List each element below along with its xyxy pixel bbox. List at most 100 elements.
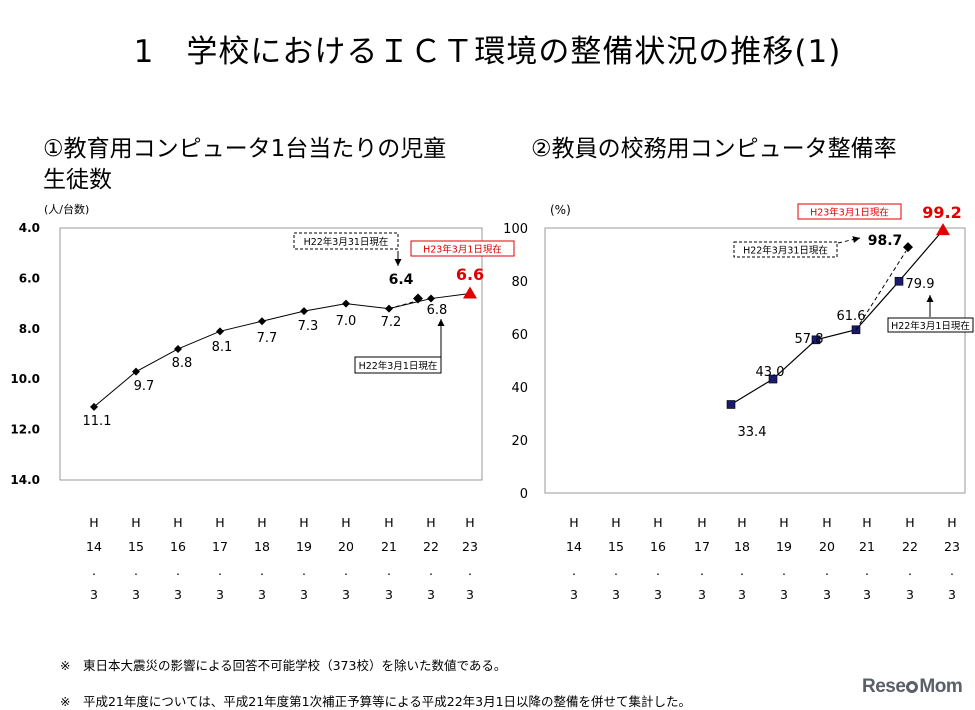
chart2-y-tick-label: 40 xyxy=(511,381,528,396)
chart1-data-point xyxy=(342,299,350,308)
chart2-title: ②教員の校務用コンピュータ整備率 xyxy=(531,136,897,162)
chart1-data-label-latest: 6.6 xyxy=(456,265,484,284)
chart2-data-label: 33.4 xyxy=(738,425,767,440)
chart2-data-point xyxy=(894,276,904,286)
chart2-dashed-line xyxy=(855,250,907,331)
chart2-x-tick-label: 22 xyxy=(902,539,918,554)
chart2-series-line xyxy=(730,229,944,406)
chart1-x-tick-label: 3 xyxy=(300,587,308,602)
chart1-data-label: 7.7 xyxy=(257,331,278,346)
chart1-x-tick-label: 3 xyxy=(258,587,266,602)
chart1-x-tick-label: 22 xyxy=(423,539,439,554)
chart1-annotation-h22-3-31-text: H22年3月31日現在 xyxy=(304,236,389,248)
chart1-x-tick-label: . xyxy=(92,563,96,578)
chart1-x-tick-label: H xyxy=(465,515,474,530)
chart2-x-tick-label: 21 xyxy=(859,539,875,554)
chart1-data-point xyxy=(427,294,435,303)
chart2-x-tick-label: H xyxy=(862,515,871,530)
chart1-y-tick-label: 12.0 xyxy=(10,423,40,437)
chart1-y-tick-label: 6.0 xyxy=(19,271,40,285)
chart2-x-tick-label: 19 xyxy=(776,539,792,554)
chart1-data-label: 7.3 xyxy=(298,319,319,334)
chart2-data-label: 61.6 xyxy=(837,309,866,324)
chart2-x-tick-label: 23 xyxy=(944,539,960,554)
footnote-2: ※ 平成21年度については、平成21年度第1次補正予算等による平成22年3月1日… xyxy=(60,694,692,709)
chart1-x-tick-label: H xyxy=(89,515,98,530)
chart2-x-tick-label: 16 xyxy=(650,539,666,554)
chart2-x-tick-label: 17 xyxy=(694,539,710,554)
chart2-y-tick-label: 0 xyxy=(520,487,528,502)
chart2-x-tick-label: H xyxy=(611,515,620,530)
chart2-y-axis-label: (%) xyxy=(550,203,571,217)
chart1-dashed-point xyxy=(413,293,423,304)
chart1-annotation-h22-3-31 xyxy=(293,232,399,250)
chart2-data-label-latest: 99.2 xyxy=(922,203,961,222)
chart2-dashed-point xyxy=(903,242,913,253)
chart2-x-tick-label: . xyxy=(614,563,618,578)
chart1-y-tick-label: 8.0 xyxy=(19,322,40,336)
chart2-x-tick-label: . xyxy=(572,563,576,578)
chart2-x-tick-label: . xyxy=(782,563,786,578)
chart2-x-tick-label: H xyxy=(947,515,956,530)
chart1-x-tick-label: . xyxy=(468,563,472,578)
chart2-arrow-h22-3-31 xyxy=(837,237,861,244)
chart1-data-label: 7.0 xyxy=(336,314,357,329)
chart2-x-tick-label: . xyxy=(740,563,744,578)
chart1-x-tick-label: 15 xyxy=(128,539,144,554)
chart2-x-tick-label: 3 xyxy=(906,587,914,602)
chart1-data-label: 6.8 xyxy=(427,303,448,318)
chart2-plot-frame xyxy=(544,227,966,494)
chart2-x-tick-label: 15 xyxy=(608,539,624,554)
chart1-x-tick-label: H xyxy=(215,515,224,530)
chart1-x-tick-label: . xyxy=(387,563,391,578)
chart1-y-tick-label: 4.0 xyxy=(19,221,40,235)
chart1-x-tick-label: 3 xyxy=(466,587,474,602)
chart1-y-tick-label: 10.0 xyxy=(10,372,40,386)
chart1-series-line xyxy=(93,293,471,408)
chart1-x-tick-label: . xyxy=(218,563,222,578)
chart1-arrow-h22-3-1-head xyxy=(437,319,445,326)
chart2-x-tick-label: . xyxy=(700,563,704,578)
chart1-x-tick-label: H xyxy=(426,515,435,530)
chart1-x-tick-label: 20 xyxy=(338,539,354,554)
chart1-x-tick-label: . xyxy=(429,563,433,578)
chart1-x-tick-label: 3 xyxy=(90,587,98,602)
chart2-y-tick-label: 60 xyxy=(511,328,528,343)
chart1-data-point xyxy=(174,344,182,353)
chart2-annotation-h22-3-1-text: H22年3月1日現在 xyxy=(891,320,970,332)
chart2-x-tick-label: H xyxy=(697,515,706,530)
chart2-x-tick-label: H xyxy=(905,515,914,530)
chart1-data-point xyxy=(132,367,140,376)
chart2-arrow-h22-3-1-head xyxy=(926,295,934,302)
chart1-data-label: 7.2 xyxy=(381,315,402,330)
chart2-data-label: 79.9 xyxy=(906,277,935,292)
chart2-y-tick-label: 20 xyxy=(511,434,528,449)
chart2-x-tick-label: . xyxy=(908,563,912,578)
chart2-annotation-h23-3-1-text: H23年3月1日現在 xyxy=(810,207,889,219)
chart1-x-tick-label: 3 xyxy=(342,587,350,602)
chart2-x-tick-label: . xyxy=(825,563,829,578)
chart2-x-tick-label: 3 xyxy=(780,587,788,602)
chart1-data-label: 9.7 xyxy=(134,379,155,394)
chart2-x-tick-label: H xyxy=(822,515,831,530)
chart2-x-tick-label: . xyxy=(656,563,660,578)
chart1-x-tick-label: H xyxy=(173,515,182,530)
chart1-title: ①教育用コンピュータ1台当たりの児童生徒数 xyxy=(43,136,447,193)
chart1-plot-frame xyxy=(59,227,483,481)
chart1-data-label: 11.1 xyxy=(83,414,112,429)
chart1-annotation-h22-3-1-text: H22年3月1日現在 xyxy=(359,360,438,372)
chart1-x-tick-label: 23 xyxy=(462,539,478,554)
chart1-x-tick-label: 3 xyxy=(216,587,224,602)
chart2-y-tick-label: 80 xyxy=(511,275,528,290)
chart1-x-tick-label: 18 xyxy=(254,539,270,554)
chart1-x-tick-label: . xyxy=(344,563,348,578)
chart2-x-tick-label: . xyxy=(950,563,954,578)
chart1-x-tick-label: 17 xyxy=(212,539,228,554)
chart1-x-tick-label: 3 xyxy=(132,587,140,602)
chart1-data-point xyxy=(300,307,308,316)
chart2-x-tick-label: H xyxy=(653,515,662,530)
chart2-x-tick-label: 3 xyxy=(823,587,831,602)
chart2-annotation-h23-3-1 xyxy=(797,203,902,220)
